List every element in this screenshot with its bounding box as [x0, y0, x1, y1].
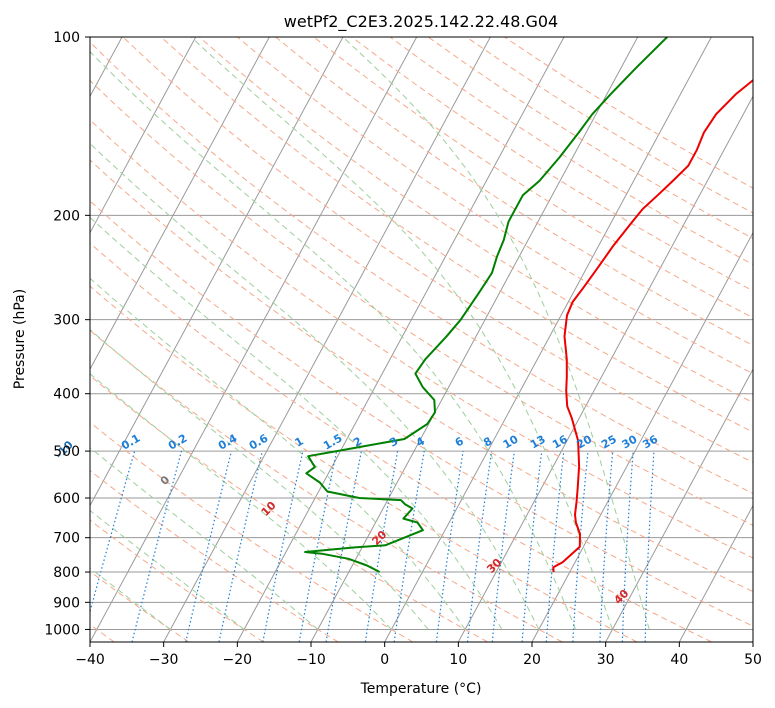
- mixing-ratio-line: [572, 451, 589, 642]
- isotherm-line: [236, 37, 565, 642]
- x-tick-label: 10: [449, 652, 467, 668]
- dry-adiabat: [90, 159, 753, 593]
- y-tick-label: 700: [53, 531, 80, 547]
- y-tick-label: 300: [53, 313, 80, 329]
- dry-adiabat: [198, 37, 753, 404]
- dry-adiabat: [90, 469, 339, 642]
- moist-adiabat: [90, 142, 540, 630]
- y-tick-label: 1000: [44, 622, 80, 638]
- dry-adiabat: [90, 200, 753, 627]
- mixing-ratio-line: [90, 450, 136, 614]
- x-tick-label: −10: [296, 652, 326, 668]
- dry-adiabat: [90, 242, 712, 642]
- dry-adiabat: [90, 375, 488, 642]
- y-tick-label: 500: [53, 444, 80, 460]
- y-axis-label: Pressure (hPa): [12, 289, 28, 389]
- isotherm-line: [531, 231, 753, 642]
- y-tick-label: 600: [53, 491, 80, 507]
- moist-adiabat: [90, 51, 577, 630]
- moist-adiabat: [90, 216, 503, 630]
- moist-adiabat: [90, 373, 392, 630]
- mixing-ratio-line: [491, 451, 515, 642]
- dry-adiabat: [90, 570, 190, 642]
- dry-adiabat: [90, 285, 638, 642]
- x-tick-label: −20: [223, 652, 253, 668]
- grid-layer: [90, 37, 753, 642]
- isotherm-line: [90, 37, 418, 642]
- moist-adiabat: [342, 37, 650, 630]
- chart-title: wetPf2_C2E3.2025.142.22.48.G04: [284, 12, 558, 32]
- isotherm-line: [605, 368, 753, 642]
- axis-layer: −40 −30 −20 −10 0 10 20 30 40 50 100 200 300 400 500 60…: [44, 30, 762, 668]
- dry-adiabat: [90, 421, 414, 642]
- isotherm-line: [90, 37, 344, 507]
- x-tick-label: 50: [744, 652, 762, 668]
- x-axis-label: Temperature (°C): [360, 681, 482, 697]
- mixing-ratio-line: [521, 451, 543, 642]
- mixing-ratio-line: [393, 451, 425, 642]
- isotherm-line: [90, 37, 270, 371]
- mixing-ratio-line: [131, 450, 183, 642]
- isotherm-line: [90, 37, 197, 234]
- isotherm-line: [163, 37, 491, 642]
- temperature-profile: [552, 78, 753, 573]
- y-tick-label: 800: [53, 565, 80, 581]
- y-tick-label: 200: [53, 208, 80, 224]
- y-tick-label: 900: [53, 595, 80, 611]
- mixing-ratio-line: [435, 451, 464, 642]
- series-layer: [304, 37, 753, 573]
- mixing-ratio-line: [262, 450, 304, 642]
- mixing-ratio-line: [466, 451, 493, 642]
- isotherm-line: [457, 95, 753, 642]
- dry-adiabat: [313, 37, 753, 319]
- isotherm-line: [752, 640, 753, 642]
- plot-frame: [89, 36, 754, 643]
- moist-adiabat: [90, 277, 466, 630]
- x-tick-label: 20: [523, 652, 541, 668]
- y-tick-label: 400: [53, 387, 80, 403]
- x-tick-label: 40: [670, 652, 688, 668]
- y-tick-label: 100: [53, 30, 80, 46]
- isotherm-line: [384, 37, 712, 642]
- dry-adiabat: [160, 37, 753, 433]
- mixing-ratio-line: [185, 450, 233, 642]
- moist-adiabat: [190, 37, 613, 630]
- dry-adiabat: [90, 329, 563, 642]
- x-tick-label: 0: [380, 652, 389, 668]
- moist-adiabat: [90, 446, 319, 630]
- mixing-ratio-line: [545, 451, 565, 642]
- dry-adiabat: [275, 37, 753, 347]
- dewpoint-profile: [304, 37, 668, 573]
- isotherm-line: [678, 504, 753, 642]
- x-tick-label: −30: [149, 652, 179, 668]
- moist-adiabat: [90, 328, 429, 630]
- dry-adiabat: [122, 37, 753, 464]
- x-tick-label: −40: [75, 652, 105, 668]
- x-tick-label: 30: [597, 652, 615, 668]
- mixing-ratio-line: [218, 450, 263, 642]
